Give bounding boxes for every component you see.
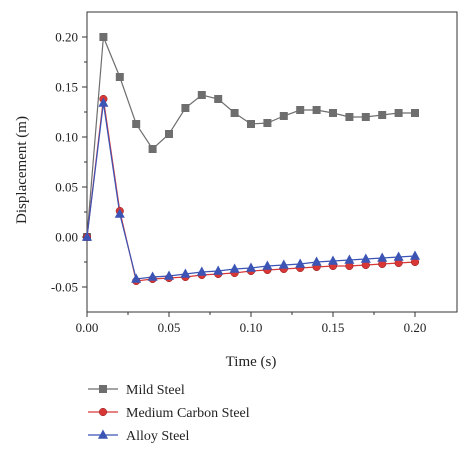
data-point-alloy-steel <box>278 259 289 269</box>
data-point-alloy-steel <box>377 252 388 262</box>
data-point-alloy-steel <box>262 260 273 270</box>
legend-label-alloy-steel: Alloy Steel <box>126 429 189 444</box>
x-tick-label: 0.20 <box>404 320 427 335</box>
data-point-mild-steel <box>230 109 239 117</box>
x-tick-label: 0.15 <box>322 320 345 335</box>
series-line-alloy-steel <box>86 102 416 280</box>
legend: Mild Steel Medium Carbon Steel Alloy Steel <box>88 383 250 444</box>
data-point-mild-steel <box>394 109 403 117</box>
data-point-mild-steel <box>148 145 157 153</box>
y-axis-title: Displacement (m) <box>14 116 30 224</box>
data-point-mild-steel <box>296 106 305 114</box>
x-tick-label: 0.00 <box>76 320 99 335</box>
data-point-mild-steel <box>411 109 419 117</box>
data-point-mild-steel <box>132 120 141 128</box>
data-point-alloy-steel <box>213 265 224 275</box>
data-point-mild-steel <box>345 113 354 121</box>
data-point-mild-steel <box>329 109 337 117</box>
data-point-mild-steel <box>197 91 206 99</box>
data-point-alloy-steel <box>295 258 306 268</box>
data-point-alloy-steel <box>196 266 207 276</box>
data-point-mild-steel <box>378 111 387 119</box>
legend-marker-alloy-steel <box>97 429 109 439</box>
data-point-alloy-steel <box>114 208 125 218</box>
y-tick-label: 0.10 <box>55 130 78 145</box>
data-point-mild-steel <box>165 130 173 138</box>
data-point-alloy-steel <box>81 231 93 241</box>
data-point-mild-steel <box>115 73 124 81</box>
data-point-alloy-steel <box>163 270 175 280</box>
data-point-alloy-steel <box>98 97 109 107</box>
x-axis-title: Time (s) <box>226 354 277 370</box>
y-tick-label: 0.00 <box>55 230 78 245</box>
x-tick-label: 0.05 <box>158 320 181 335</box>
legend-label-medium-carbon-steel: Medium Carbon Steel <box>126 406 250 421</box>
plot-area: 0.00 0.05 0.10 0.15 0.20 -0.05 0.00 0.05 0.10 0.1… <box>51 11 458 335</box>
y-tick-label: 0.20 <box>55 30 78 45</box>
x-tick-label: 0.10 <box>240 320 263 335</box>
data-point-alloy-steel <box>147 271 158 281</box>
data-point-alloy-steel <box>180 268 191 278</box>
data-point-mild-steel <box>214 95 223 103</box>
data-point-alloy-steel <box>360 253 371 263</box>
series-line-mild-steel <box>86 36 415 238</box>
data-point-mild-steel <box>181 104 190 112</box>
legend-marker-mild-steel <box>99 385 107 393</box>
data-point-alloy-steel <box>327 255 339 265</box>
plot-frame <box>86 11 458 313</box>
data-point-mild-steel <box>312 106 321 114</box>
y-tick-label: 0.05 <box>55 180 78 195</box>
data-point-alloy-steel <box>131 273 142 283</box>
data-point-alloy-steel <box>344 254 355 264</box>
data-point-alloy-steel <box>311 256 322 266</box>
legend-label-mild-steel: Mild Steel <box>126 383 185 398</box>
y-tick-label: 0.15 <box>55 80 78 95</box>
data-point-mild-steel <box>247 120 255 128</box>
data-point-mild-steel <box>279 112 288 120</box>
legend-marker-medium-carbon-steel <box>98 407 108 417</box>
y-tick-label: -0.05 <box>51 280 78 295</box>
data-point-alloy-steel <box>393 251 404 261</box>
data-point-alloy-steel <box>229 263 240 273</box>
data-point-mild-steel <box>99 33 108 41</box>
data-point-alloy-steel <box>409 250 421 260</box>
data-point-alloy-steel <box>245 262 257 272</box>
data-point-mild-steel <box>361 113 370 121</box>
data-point-mild-steel <box>263 119 272 127</box>
